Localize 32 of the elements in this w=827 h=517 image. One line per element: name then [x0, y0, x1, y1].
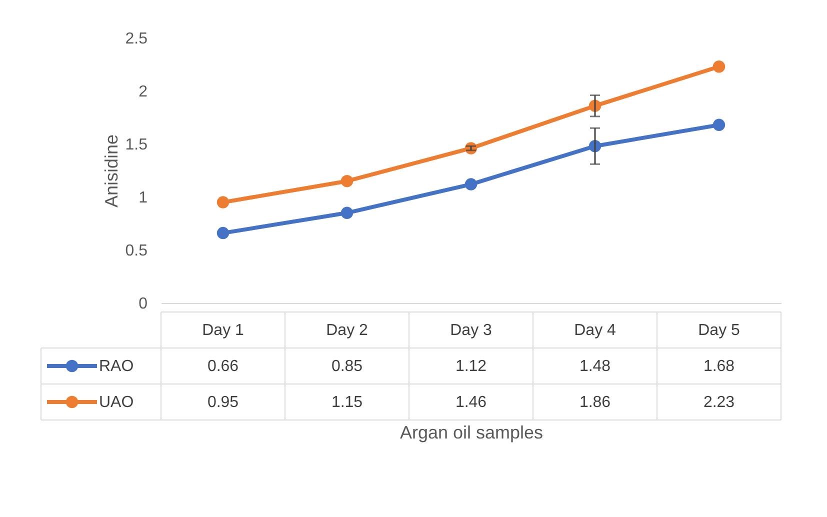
point	[464, 178, 478, 190]
data-label: 1.48	[579, 358, 611, 375]
x-tick-label: Day 2	[326, 322, 368, 339]
data-label: 1.86	[579, 394, 611, 411]
data-label: 1.15	[331, 394, 363, 411]
legend-label: RAO	[99, 358, 134, 375]
y-axis-title: Anisidine	[101, 134, 122, 208]
y-tick-label: 0	[138, 296, 148, 312]
y-tick-label: 1	[138, 190, 148, 206]
data-label: 1.46	[455, 394, 487, 411]
data-label: 1.68	[703, 358, 735, 375]
legend-label: UAO	[99, 394, 134, 411]
data-label: 0.95	[207, 394, 239, 411]
data-label: 0.85	[331, 358, 363, 375]
x-tick-label: Day 3	[450, 322, 492, 339]
point	[712, 60, 726, 73]
point	[216, 196, 230, 208]
y-tick-label: 2	[138, 84, 148, 100]
point	[712, 118, 726, 132]
x-axis-title: Argan oil samples	[400, 422, 544, 442]
point	[340, 206, 354, 220]
y-tick-label: 0.5	[125, 242, 148, 260]
x-tick-label: Day 5	[698, 322, 740, 339]
data-label: 1.12	[455, 358, 487, 375]
x-tick-label: Day 1	[202, 322, 244, 339]
x-tick-label: Day 4	[574, 322, 616, 339]
point	[216, 226, 230, 240]
data-label: 0.66	[207, 358, 239, 375]
point	[340, 174, 354, 188]
y-tick-label: 1.5	[125, 136, 148, 154]
data-label: 2.23	[703, 394, 735, 411]
y-tick-label: 2.5	[125, 30, 148, 48]
